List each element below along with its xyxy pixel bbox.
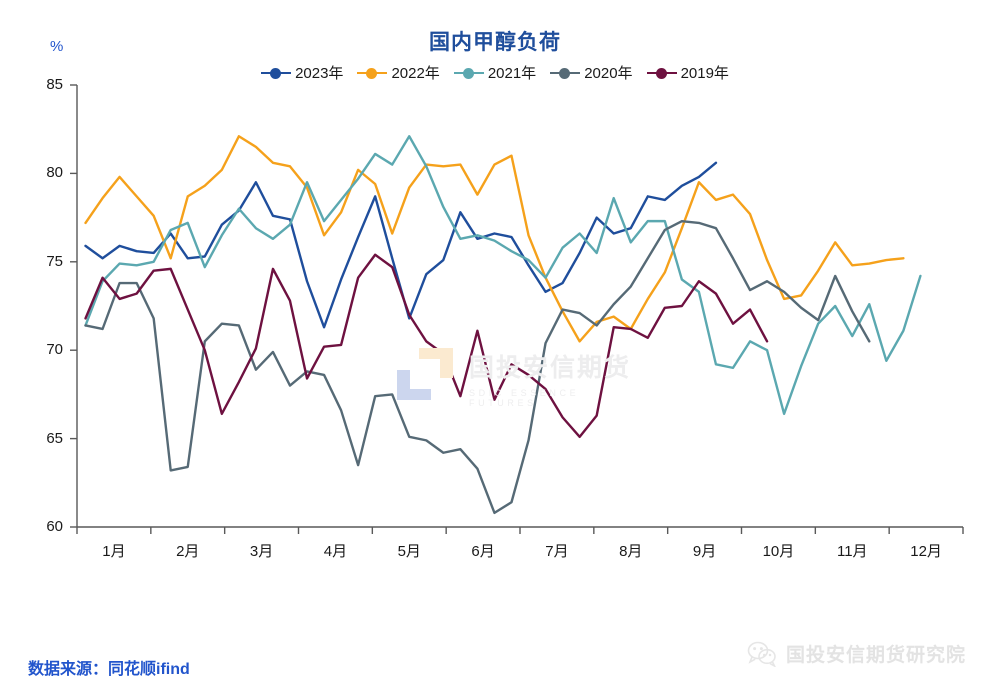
legend-swatch-icon: [357, 67, 388, 79]
legend-swatch-icon: [453, 67, 484, 79]
chart-title: 国内甲醇负荷: [429, 31, 561, 54]
y-tick-label: 80: [46, 164, 63, 182]
series-lines: [84, 135, 922, 515]
legend-label: 2023年: [295, 65, 344, 82]
x-tick-label: 9月: [692, 543, 717, 560]
series-line-2019年: [84, 253, 769, 439]
y-tick-label: 85: [46, 76, 63, 93]
x-tick-label: 4月: [323, 543, 348, 560]
legend-swatch-icon: [550, 67, 581, 79]
x-tick-label: 5月: [397, 543, 421, 560]
x-tick-label: 7月: [545, 543, 569, 560]
y-tick-label: 65: [46, 429, 63, 447]
legend-swatch-icon: [646, 67, 677, 79]
axes: [70, 84, 964, 534]
legend-swatch-icon: [261, 67, 292, 79]
series-line-2020年: [84, 219, 871, 515]
legend-label: 2020年: [584, 65, 633, 82]
x-tick-label: 10月: [762, 543, 795, 560]
y-tick-label: 70: [46, 341, 63, 359]
legend-item-2019年[interactable]: 2019年: [646, 62, 729, 83]
x-tick-label: 1月: [102, 543, 126, 560]
legend-item-2023年[interactable]: 2023年: [261, 62, 343, 83]
legend-item-2022年[interactable]: 2022年: [357, 62, 440, 83]
series-line-2023年: [84, 161, 718, 329]
x-tick-label: 8月: [619, 543, 643, 560]
brand-footer: 国投安信期货研究院: [747, 640, 966, 667]
x-tick-label: 2月: [176, 543, 200, 560]
legend-item-2021年[interactable]: 2021年: [453, 62, 537, 83]
y-tick-label: 60: [46, 518, 63, 535]
legend-item-2020年[interactable]: 2020年: [550, 62, 633, 83]
legend-label: 2019年: [680, 65, 729, 82]
legend-label: 2021年: [487, 65, 537, 82]
y-axis-unit-label: %: [50, 38, 64, 55]
x-tick-label: 11月: [836, 543, 868, 560]
series-line-2022年: [84, 135, 905, 343]
y-tick-label: 75: [46, 252, 63, 270]
series-line-2021年: [84, 135, 922, 416]
legend-label: 2022年: [391, 65, 440, 82]
x-tick-label: 12月: [910, 543, 942, 560]
chart-legend: 2023年 2022年 2021年 2020年 2019年: [0, 62, 990, 83]
wechat-icon: [747, 641, 776, 667]
source-note: 数据来源：同花顺ifind: [28, 661, 190, 678]
brand-footer-label: 国投安信期货研究院: [785, 645, 966, 666]
x-tick-label: 3月: [249, 543, 274, 560]
x-tick-label: 6月: [471, 543, 495, 560]
